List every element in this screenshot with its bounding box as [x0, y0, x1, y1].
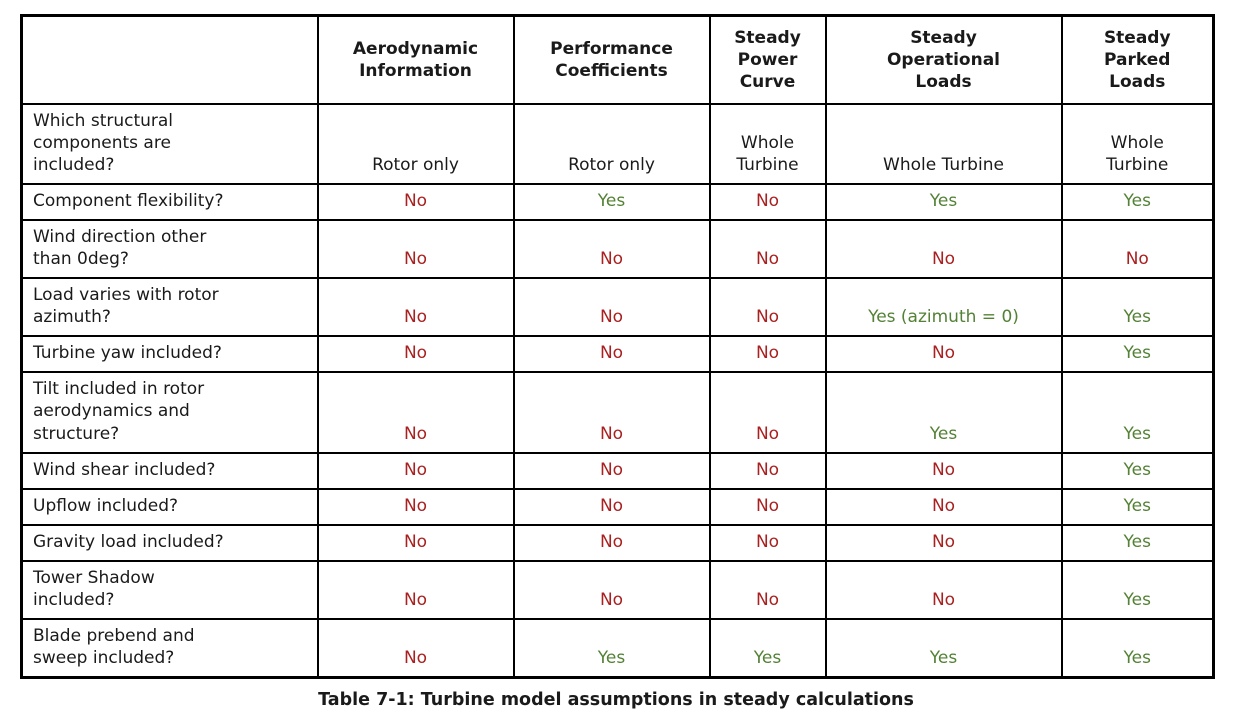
value-cell: No	[708, 182, 827, 221]
value-cell: No	[316, 182, 515, 221]
value-cell: No	[708, 487, 827, 526]
table-body: Which structural components are included…	[20, 102, 1215, 679]
value-cell: No	[824, 335, 1063, 374]
value-cell: Yes	[1060, 487, 1215, 526]
value-cell: Rotor only	[316, 102, 515, 185]
column-header: Steady Operational Loads	[824, 14, 1063, 105]
table-row: Upflow included? No No No No Yes	[20, 487, 1215, 526]
row-label: Component flexibility?	[20, 182, 319, 221]
value-cell: No	[512, 487, 711, 526]
table-header: Aerodynamic Information Performance Coeff…	[20, 14, 1215, 105]
value-cell: Yes	[824, 371, 1063, 454]
value-cell: Yes	[824, 618, 1063, 679]
value-cell: Whole Turbine	[1060, 102, 1215, 185]
value-cell: Yes	[1060, 559, 1215, 621]
table-row: Component flexibility? No Yes No Yes Yes	[20, 182, 1215, 221]
value-cell: Rotor only	[512, 102, 711, 185]
value-cell: No	[824, 487, 1063, 526]
row-label: Blade prebend and sweep included?	[20, 618, 319, 679]
value-cell: No	[512, 371, 711, 454]
row-label: Tilt included in rotor aerodynamics and …	[20, 371, 319, 454]
value-cell: No	[512, 277, 711, 338]
value-cell: Yes	[1060, 451, 1215, 490]
value-cell: No	[512, 559, 711, 621]
value-cell: No	[316, 618, 515, 679]
row-label: Upflow included?	[20, 487, 319, 526]
value-cell: No	[316, 277, 515, 338]
table-row: Wind direction other than 0deg? No No No No N…	[20, 218, 1215, 280]
table-row: Tower Shadow included? No No No No Yes	[20, 559, 1215, 621]
value-cell: No	[708, 371, 827, 454]
table-row: Turbine yaw included? No No No No Yes	[20, 335, 1215, 374]
table-caption: Table 7-1: Turbine model assumptions in …	[318, 690, 914, 711]
value-cell: No	[824, 451, 1063, 490]
value-cell: No	[316, 559, 515, 621]
table-row: Load varies with rotor azimuth? No No No Yes…	[20, 277, 1215, 338]
table-row: Blade prebend and sweep included? No Yes Ye…	[20, 618, 1215, 679]
column-header: Steady Parked Loads	[1060, 14, 1215, 105]
value-cell: Yes	[1060, 335, 1215, 374]
table-row: Tilt included in rotor aerodynamics and …	[20, 371, 1215, 454]
value-cell: Yes	[824, 182, 1063, 221]
value-cell: Yes	[708, 618, 827, 679]
table-row: Wind shear included? No No No No Yes	[20, 451, 1215, 490]
row-label: Gravity load included?	[20, 523, 319, 562]
table-row: Which structural components are included…	[20, 102, 1215, 185]
value-cell: Yes	[1060, 523, 1215, 562]
value-cell: No	[316, 218, 515, 280]
value-cell: No	[824, 218, 1063, 280]
value-cell: Yes	[1060, 371, 1215, 454]
value-cell: Yes	[512, 182, 711, 221]
column-header: Performance Coefficients	[512, 14, 711, 105]
row-label: Wind direction other than 0deg?	[20, 218, 319, 280]
header-row: Aerodynamic Information Performance Coeff…	[20, 14, 1215, 105]
column-header: Steady Power Curve	[708, 14, 827, 105]
value-cell: No	[708, 218, 827, 280]
value-cell: No	[824, 523, 1063, 562]
value-cell: No	[708, 523, 827, 562]
row-label: Wind shear included?	[20, 451, 319, 490]
column-header: Aerodynamic Information	[316, 14, 515, 105]
value-cell: No	[512, 335, 711, 374]
value-cell: Whole Turbine	[708, 102, 827, 185]
value-cell: No	[512, 451, 711, 490]
value-cell: No	[512, 218, 711, 280]
value-cell: No	[316, 487, 515, 526]
value-cell: No	[708, 277, 827, 338]
row-label: Which structural components are included…	[20, 102, 319, 185]
value-cell: No	[316, 523, 515, 562]
value-cell: No	[708, 451, 827, 490]
row-label: Load varies with rotor azimuth?	[20, 277, 319, 338]
table-row: Gravity load included? No No No No Yes	[20, 523, 1215, 562]
row-label: Tower Shadow included?	[20, 559, 319, 621]
assumptions-table: Aerodynamic Information Performance Coeff…	[20, 14, 1215, 680]
value-cell: Yes	[1060, 277, 1215, 338]
value-cell: Yes	[1060, 618, 1215, 679]
value-cell: No	[316, 451, 515, 490]
row-label: Turbine yaw included?	[20, 335, 319, 374]
value-cell: Yes	[1060, 182, 1215, 221]
corner-cell	[20, 14, 319, 105]
value-cell: Whole Turbine	[824, 102, 1063, 185]
value-cell: Yes	[512, 618, 711, 679]
value-cell: No	[824, 559, 1063, 621]
value-cell: No	[1060, 218, 1215, 280]
value-cell: No	[316, 371, 515, 454]
value-cell: No	[708, 335, 827, 374]
value-cell: Yes (azimuth = 0)	[824, 277, 1063, 338]
value-cell: No	[708, 559, 827, 621]
value-cell: No	[512, 523, 711, 562]
value-cell: No	[316, 335, 515, 374]
